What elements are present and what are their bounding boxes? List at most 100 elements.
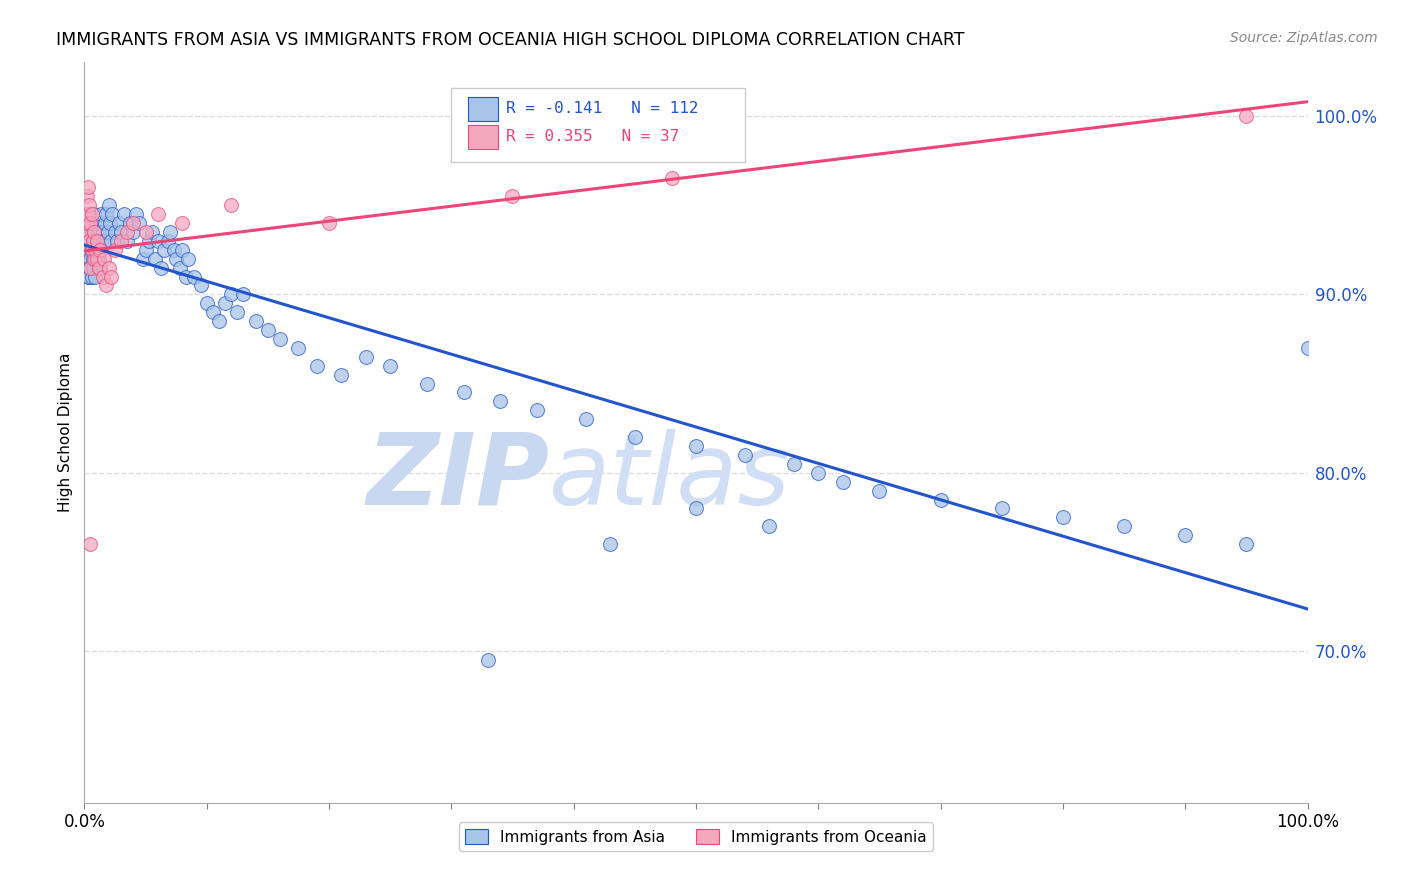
Point [79, 252, 101, 266]
Text: R = 0.355   N = 37: R = 0.355 N = 37 [506, 129, 679, 144]
Point [79, 260, 101, 275]
Point [96, 278, 118, 293]
Point [75, 216, 97, 230]
Point [84, 243, 107, 257]
Point [232, 287, 254, 301]
Point [172, 243, 194, 257]
Point [79, 260, 101, 275]
Point [83, 207, 105, 221]
Point [80, 243, 103, 257]
Point [97, 225, 120, 239]
Point [195, 296, 218, 310]
Point [1052, 510, 1074, 524]
Point [87, 234, 110, 248]
Point [174, 269, 197, 284]
Point [91, 269, 114, 284]
Point [219, 198, 242, 212]
Point [1236, 109, 1258, 123]
Point [87, 260, 110, 275]
Text: Source: ZipAtlas.com: Source: ZipAtlas.com [1230, 31, 1378, 45]
Point [75, 225, 97, 239]
Point [77, 207, 100, 221]
Point [97, 198, 120, 212]
Point [105, 234, 128, 248]
Point [165, 252, 187, 266]
Point [453, 385, 475, 400]
Point [80, 269, 103, 284]
Point [104, 243, 127, 257]
Point [219, 287, 242, 301]
Point [143, 252, 166, 266]
Point [86, 243, 108, 257]
Point [758, 519, 780, 533]
Point [77, 252, 100, 266]
Point [226, 305, 249, 319]
Point [84, 269, 107, 284]
Text: IMMIGRANTS FROM ASIA VS IMMIGRANTS FROM OCEANIA HIGH SCHOOL DIPLOMA CORRELATION : IMMIGRANTS FROM ASIA VS IMMIGRANTS FROM … [56, 31, 965, 49]
Point [89, 260, 111, 275]
Point [156, 234, 179, 248]
Point [77, 234, 100, 248]
FancyBboxPatch shape [468, 126, 498, 149]
Point [82, 234, 104, 248]
Point [318, 216, 340, 230]
Point [575, 412, 598, 426]
Point [76, 243, 98, 257]
Point [76, 216, 98, 230]
Point [112, 207, 135, 221]
Point [214, 296, 236, 310]
Point [79, 216, 101, 230]
Point [269, 332, 291, 346]
Point [104, 225, 127, 239]
Point [86, 234, 108, 248]
Point [86, 252, 108, 266]
Point [77, 234, 100, 248]
Text: atlas: atlas [550, 428, 790, 525]
Point [624, 430, 647, 444]
Point [80, 243, 103, 257]
Point [135, 225, 157, 239]
Point [685, 439, 707, 453]
Point [141, 225, 163, 239]
Point [153, 243, 176, 257]
Point [89, 243, 111, 257]
Point [169, 260, 191, 275]
Point [77, 225, 100, 239]
Point [87, 225, 110, 239]
Point [661, 171, 683, 186]
Point [1114, 519, 1136, 533]
Point [110, 225, 132, 239]
Point [138, 234, 160, 248]
Point [125, 207, 148, 221]
Point [183, 269, 205, 284]
Point [79, 537, 101, 551]
Point [115, 234, 138, 248]
Point [76, 207, 98, 221]
Point [1296, 341, 1319, 355]
Text: ZIP: ZIP [366, 428, 550, 525]
Point [90, 234, 112, 248]
Point [190, 278, 212, 293]
Point [163, 243, 186, 257]
Point [526, 403, 548, 417]
Point [135, 243, 157, 257]
Point [94, 216, 117, 230]
Point [77, 207, 100, 221]
Point [115, 225, 138, 239]
Point [172, 216, 194, 230]
Point [100, 234, 122, 248]
Point [80, 207, 103, 221]
Point [76, 189, 98, 203]
Y-axis label: High School Diploma: High School Diploma [58, 353, 73, 512]
Legend: Immigrants from Asia, Immigrants from Oceania: Immigrants from Asia, Immigrants from Oc… [460, 822, 932, 851]
Point [77, 260, 100, 275]
Point [82, 234, 104, 248]
Point [83, 252, 105, 266]
Text: R = -0.141   N = 112: R = -0.141 N = 112 [506, 101, 699, 116]
Point [783, 457, 806, 471]
Point [150, 260, 173, 275]
Point [76, 225, 98, 239]
Point [831, 475, 853, 489]
Point [89, 243, 111, 257]
Point [599, 537, 621, 551]
